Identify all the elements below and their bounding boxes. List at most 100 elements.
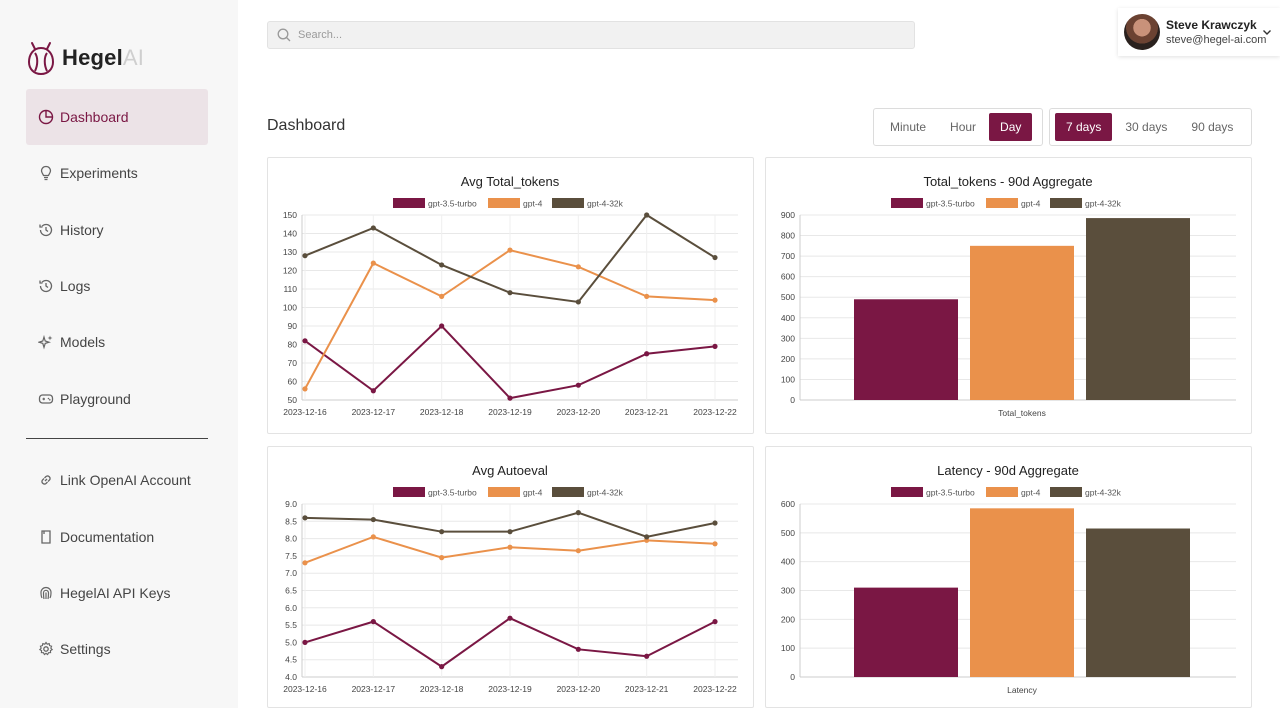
y-tick-label: 500 [781, 528, 795, 538]
y-tick-label: 120 [283, 266, 297, 276]
legend-swatch-gpt-3-5-turbo [891, 198, 923, 208]
data-point-gpt-4 [575, 264, 581, 270]
sidebar-item-models[interactable]: Models [26, 314, 208, 370]
brand-name-main: Hegel [62, 45, 123, 70]
legend-swatch-gpt-4 [986, 487, 1018, 497]
legend-label-gpt-4: gpt-4 [523, 199, 543, 209]
chevron-down-icon[interactable] [1262, 27, 1272, 37]
data-point-gpt-4 [302, 560, 308, 566]
sidebar-item-history[interactable]: History [26, 202, 208, 258]
y-tick-label: 700 [781, 251, 795, 261]
sidebar-item-link-openai[interactable]: Link OpenAI Account [26, 452, 208, 508]
y-tick-label: 300 [781, 333, 795, 343]
sidebar-item-api-keys[interactable]: HegelAI API Keys [26, 565, 208, 621]
legend-label-gpt-3-5-turbo: gpt-3.5-turbo [428, 488, 477, 498]
data-point-gpt-4 [507, 247, 513, 253]
x-tick-label: Total_tokens [998, 408, 1046, 418]
dashboard-icon [38, 109, 54, 125]
bar-gpt-3-5-turbo [854, 587, 958, 677]
data-point-gpt-3-5-turbo [370, 619, 376, 625]
avatar[interactable] [1124, 14, 1160, 50]
y-tick-label: 110 [283, 284, 297, 294]
legend-label-gpt-4-32k: gpt-4-32k [587, 199, 624, 209]
data-point-gpt-4 [575, 548, 581, 554]
x-tick-label: 2023-12-19 [488, 684, 532, 694]
gamepad-icon [38, 394, 54, 404]
y-tick-label: 200 [781, 354, 795, 364]
data-point-gpt-4 [712, 541, 718, 547]
sidebar-divider [26, 438, 208, 439]
latency-aggregate-chart: Latency - 90d Aggregate gpt-3.5-turbo gpt-… [781, 463, 1236, 695]
data-point-gpt-4-32k [370, 516, 376, 523]
sidebar-item-label: HegelAI API Keys [60, 585, 171, 601]
legend-swatch-gpt-4-32k [1050, 198, 1082, 208]
y-tick-label: 0 [790, 395, 795, 405]
chart-title: Latency - 90d Aggregate [937, 463, 1079, 478]
user-menu[interactable]: Steve Krawczyk steve@hegel-ai.com [1118, 8, 1280, 56]
sparkles-icon [38, 334, 53, 350]
data-point-gpt-4-32k [302, 515, 308, 521]
logs-icon [39, 279, 53, 293]
lightbulb-icon [40, 165, 52, 181]
data-point-gpt-3-5-turbo [712, 619, 718, 625]
data-point-gpt-4-32k [439, 262, 445, 268]
granularity-day-button[interactable]: Day [989, 113, 1033, 141]
data-point-gpt-3-5-turbo [712, 343, 718, 349]
granularity-minute-button[interactable]: Minute [890, 120, 927, 134]
data-point-gpt-3-5-turbo [644, 653, 650, 659]
legend-swatch-gpt-3-5-turbo [891, 487, 923, 497]
sidebar-item-label: Documentation [60, 529, 155, 545]
search-input[interactable] [298, 29, 888, 41]
y-tick-label: 400 [781, 557, 795, 567]
y-tick-label: 5.0 [285, 637, 297, 647]
data-point-gpt-4 [439, 555, 445, 561]
data-point-gpt-3-5-turbo [302, 338, 308, 344]
sidebar-item-settings[interactable]: Settings [26, 621, 208, 677]
y-tick-label: 0 [790, 672, 795, 682]
data-point-gpt-3-5-turbo [302, 639, 308, 645]
y-tick-label: 100 [781, 643, 795, 653]
legend-swatch-gpt-4-32k [552, 198, 584, 208]
data-point-gpt-3-5-turbo [439, 664, 445, 670]
sidebar-item-label: Models [60, 334, 106, 350]
sidebar: HegelAI Dashboard Experiments History Lo… [0, 0, 238, 708]
range-90-days-button[interactable]: 90 days [1191, 120, 1234, 134]
sidebar-item-documentation[interactable]: Documentation [26, 509, 208, 565]
legend-swatch-gpt-3-5-turbo [393, 198, 425, 208]
avg-autoeval-chart: Avg Autoeval gpt-3.5-turbo gpt-4 gpt-4-32k 4… [283, 463, 738, 694]
data-point-gpt-4 [712, 297, 718, 303]
x-tick-label: 2023-12-18 [420, 684, 464, 694]
legend-swatch-gpt-4 [488, 487, 520, 497]
y-tick-label: 130 [283, 247, 297, 257]
data-point-gpt-3-5-turbo [507, 395, 513, 401]
sidebar-item-label: Dashboard [60, 109, 129, 125]
data-point-gpt-4-32k [507, 290, 513, 296]
data-point-gpt-4-32k [712, 520, 718, 526]
y-tick-label: 500 [781, 292, 795, 302]
hegelai-logo[interactable]: HegelAI [26, 40, 144, 76]
y-tick-label: 5.5 [285, 620, 297, 630]
y-tick-label: 4.0 [285, 672, 297, 682]
range-30-days-button[interactable]: 30 days [1125, 120, 1168, 134]
range-7-days-button[interactable]: 7 days [1055, 113, 1113, 141]
sidebar-item-dashboard[interactable]: Dashboard [26, 89, 208, 145]
legend-label-gpt-3-5-turbo: gpt-3.5-turbo [428, 199, 477, 209]
y-tick-label: 200 [781, 614, 795, 624]
granularity-hour-button[interactable]: Hour [950, 120, 977, 134]
y-tick-label: 900 [781, 210, 795, 220]
legend-swatch-gpt-3-5-turbo [393, 487, 425, 497]
legend-swatch-gpt-4-32k [552, 487, 584, 497]
user-name: Steve Krawczyk [1166, 18, 1257, 32]
search-bar[interactable] [267, 21, 915, 49]
sidebar-item-playground[interactable]: Playground [26, 371, 208, 427]
data-point-gpt-4 [644, 293, 650, 299]
sidebar-item-logs[interactable]: Logs [26, 258, 208, 314]
data-point-gpt-3-5-turbo [575, 646, 581, 652]
y-tick-label: 80 [288, 340, 298, 350]
bar-gpt-4 [970, 508, 1074, 677]
sidebar-item-label: Link OpenAI Account [60, 472, 191, 488]
page-title: Dashboard [267, 117, 346, 134]
data-point-gpt-3-5-turbo [439, 323, 445, 329]
sidebar-item-experiments[interactable]: Experiments [26, 145, 208, 201]
chart-card-avg-total-tokens: Avg Total_tokens gpt-3.5-turbo gpt-4 gpt-4-… [267, 157, 754, 434]
